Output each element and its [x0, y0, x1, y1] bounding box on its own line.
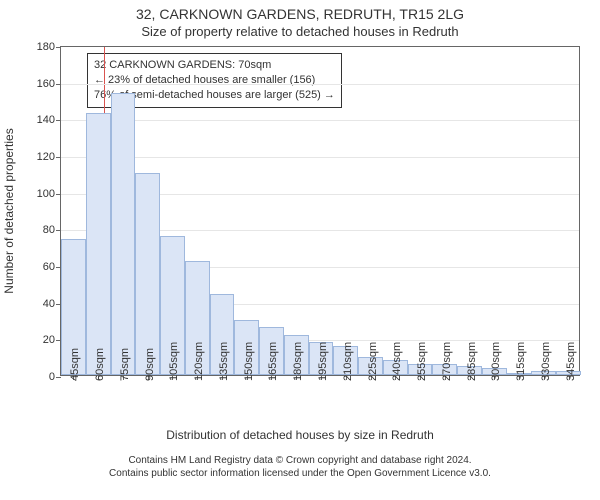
x-tick-label: 240sqm: [391, 342, 403, 381]
footer-line-1: Contains HM Land Registry data © Crown c…: [0, 454, 600, 467]
x-tick-label: 45sqm: [69, 348, 81, 381]
y-tick-label: 80: [43, 224, 61, 236]
y-tick-label: 180: [37, 41, 61, 53]
x-tick-label: 315sqm: [515, 342, 527, 381]
x-tick-label: 285sqm: [466, 342, 478, 381]
x-tick-label: 255sqm: [416, 342, 428, 381]
y-tick-label: 160: [37, 78, 61, 90]
gridline: [61, 120, 579, 121]
x-tick-label: 150sqm: [243, 342, 255, 381]
chart-container: 32, CARKNOWN GARDENS, REDRUTH, TR15 2LG …: [0, 0, 600, 500]
x-tick-label: 60sqm: [94, 348, 106, 381]
x-tick-label: 90sqm: [144, 348, 156, 381]
x-axis-label: Distribution of detached houses by size …: [0, 428, 600, 442]
y-tick-label: 20: [43, 334, 61, 346]
gridline: [61, 157, 579, 158]
x-tick-label: 75sqm: [119, 348, 131, 381]
y-tick-label: 40: [43, 298, 61, 310]
x-tick-label: 180sqm: [292, 342, 304, 381]
y-axis-label: Number of detached properties: [2, 128, 16, 293]
x-tick-label: 105sqm: [168, 342, 180, 381]
y-tick-label: 0: [49, 371, 61, 383]
x-tick-label: 345sqm: [565, 342, 577, 381]
x-tick-label: 210sqm: [342, 342, 354, 381]
x-tick-label: 225sqm: [367, 342, 379, 381]
y-tick-label: 60: [43, 261, 61, 273]
x-tick-label: 135sqm: [218, 342, 230, 381]
x-tick-label: 165sqm: [267, 342, 279, 381]
bar: [111, 93, 136, 375]
y-tick-label: 120: [37, 151, 61, 163]
x-tick-label: 195sqm: [317, 342, 329, 381]
annotation-line: 32 CARKNOWN GARDENS: 70sqm: [94, 58, 335, 73]
x-tick-label: 120sqm: [193, 342, 205, 381]
gridline: [61, 84, 579, 85]
chart-title: 32, CARKNOWN GARDENS, REDRUTH, TR15 2LG: [0, 6, 600, 22]
annotation-line: ← 23% of detached houses are smaller (15…: [94, 73, 335, 88]
x-tick-label: 330sqm: [540, 342, 552, 381]
y-tick-label: 100: [37, 188, 61, 200]
chart-footer: Contains HM Land Registry data © Crown c…: [0, 454, 600, 480]
chart-subtitle: Size of property relative to detached ho…: [0, 24, 600, 39]
footer-line-2: Contains public sector information licen…: [0, 467, 600, 480]
plot-area: 32 CARKNOWN GARDENS: 70sqm← 23% of detac…: [60, 46, 580, 376]
x-tick-label: 300sqm: [490, 342, 502, 381]
x-tick-label: 270sqm: [441, 342, 453, 381]
bar: [135, 173, 160, 375]
y-tick-label: 140: [37, 114, 61, 126]
bar: [86, 113, 111, 375]
